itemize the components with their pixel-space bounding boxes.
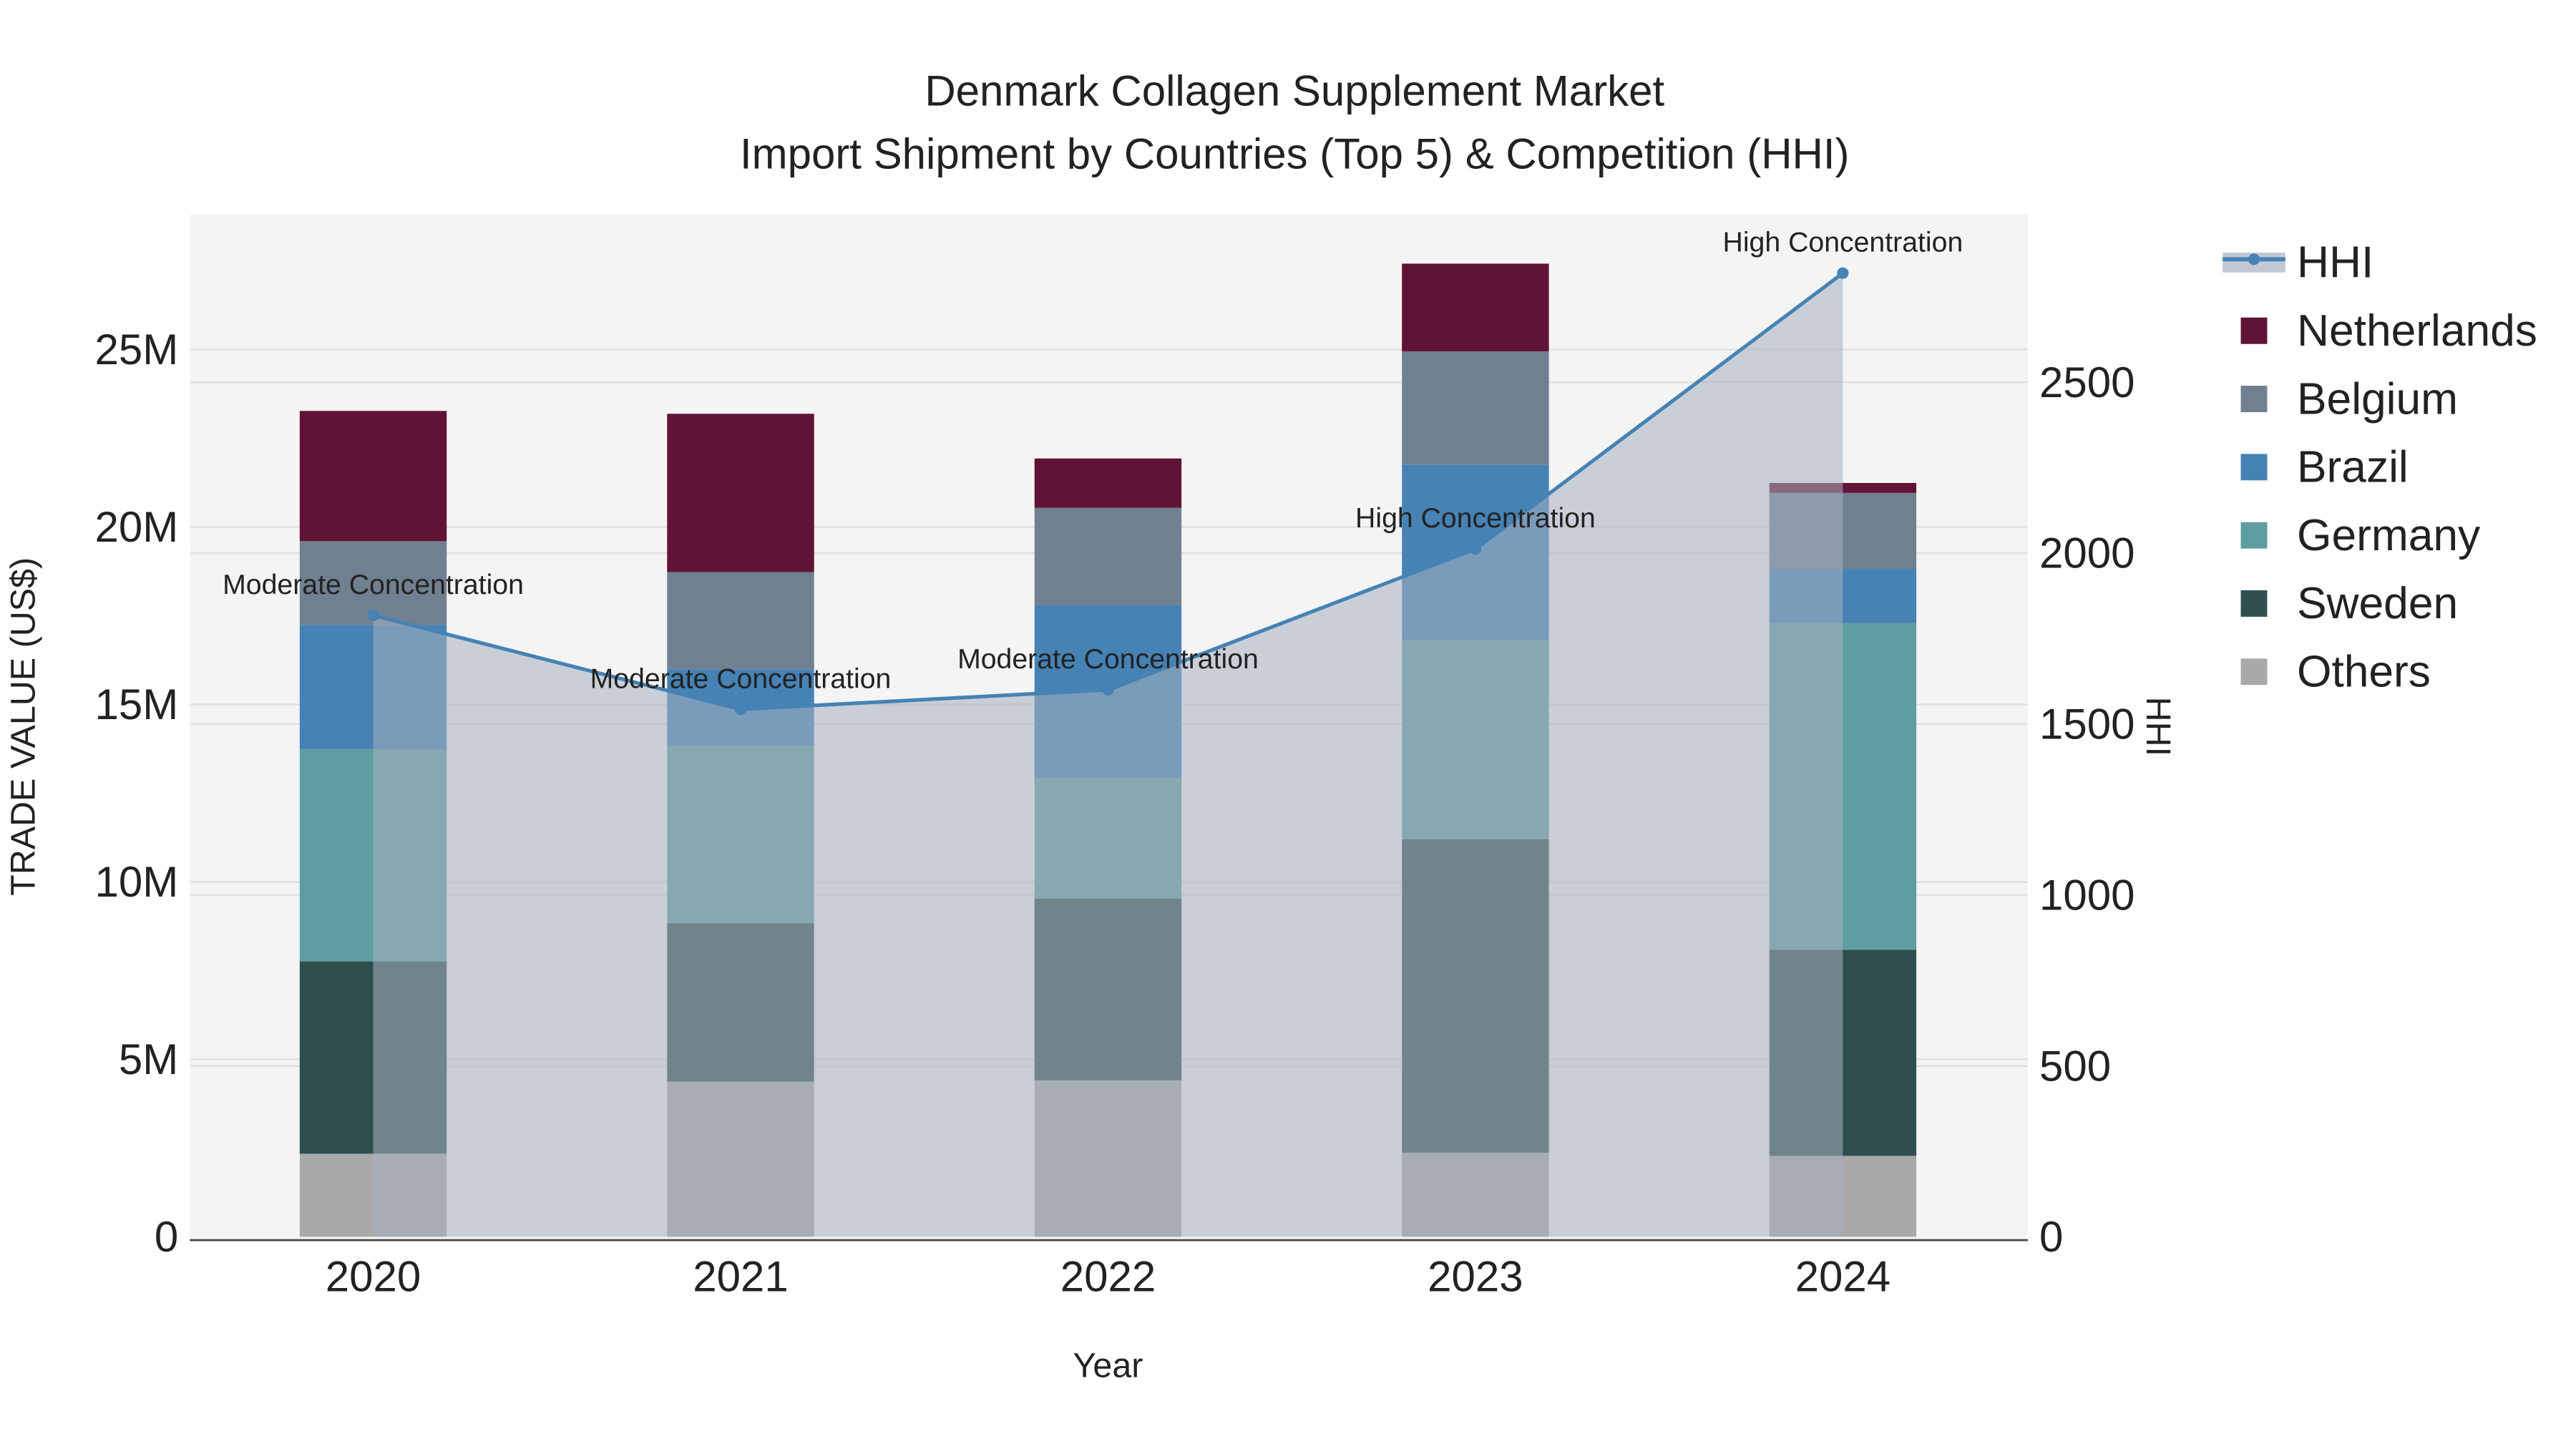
legend-label-hhi: HHI xyxy=(2297,238,2373,288)
bar-netherlands-2021 xyxy=(667,414,814,572)
y-tick-label: 5M xyxy=(119,1035,178,1083)
legend-label-belgium: Belgium xyxy=(2297,374,2458,424)
bar-netherlands-2020 xyxy=(299,411,447,542)
chart-subtitle: Import Shipment by Countries (Top 5) & C… xyxy=(740,130,1850,177)
chart-title: Denmark Collagen Supplement Market xyxy=(924,67,1664,115)
hhi-annotation: Moderate Concentration xyxy=(223,569,524,600)
x-tick-label: 2022 xyxy=(1060,1253,1156,1301)
bar-belgium-2022 xyxy=(1034,507,1182,605)
hhi-point-2022 xyxy=(1102,683,1114,696)
bar-netherlands-2022 xyxy=(1034,458,1182,508)
y-tick-label: 10M xyxy=(95,858,179,906)
legend-label-sweden: Sweden xyxy=(2297,579,2458,628)
legend: HHI Netherlands Belgium Brazil Germany Sweden… xyxy=(2223,238,2537,697)
hhi-series: Moderate Concentration Moderate Concentra… xyxy=(223,227,1963,1237)
x-axis-title: Year xyxy=(1073,1347,1143,1385)
hhi-annotation: High Concentration xyxy=(1355,502,1596,534)
y2-tick-label: 500 xyxy=(2039,1042,2111,1090)
legend-swatch-belgium xyxy=(2240,386,2268,412)
y-tick-label: 25M xyxy=(95,326,179,374)
legend-swatch-sweden xyxy=(2240,590,2268,617)
hhi-point-2021 xyxy=(734,703,747,716)
y-tick-label: 15M xyxy=(95,680,179,728)
y-axis-title: TRADE VALUE (US$) xyxy=(4,557,42,896)
hhi-point-2024 xyxy=(1837,267,1849,279)
bar-belgium-2021 xyxy=(667,572,814,670)
legend-marker-hhi xyxy=(2248,253,2260,265)
hhi-annotation: Moderate Concentration xyxy=(590,663,892,694)
axis-ticks: 0 5M 10M 15M 20M 25M 0 500 1000 1500 2000 2500 2020 2… xyxy=(95,326,2135,1300)
legend-swatch-germany xyxy=(2240,522,2268,549)
legend-label-germany: Germany xyxy=(2297,511,2481,560)
y2-tick-label: 2500 xyxy=(2039,358,2135,406)
y2-axis-title: HHI xyxy=(2139,697,2177,756)
x-tick-label: 2021 xyxy=(693,1253,788,1301)
legend-label-brazil: Brazil xyxy=(2297,443,2409,492)
x-tick-label: 2023 xyxy=(1428,1253,1523,1301)
x-tick-label: 2020 xyxy=(326,1253,421,1301)
y-tick-label: 20M xyxy=(95,503,179,551)
legend-swatch-brazil xyxy=(2240,454,2268,481)
legend-swatch-others xyxy=(2240,658,2268,686)
y2-tick-label: 2000 xyxy=(2039,530,2135,577)
hhi-point-2023 xyxy=(1469,543,1481,555)
legend-label-others: Others xyxy=(2297,648,2431,697)
y2-tick-label: 1000 xyxy=(2039,871,2135,919)
hhi-area xyxy=(373,273,1843,1237)
y-tick-label: 0 xyxy=(155,1213,178,1261)
y2-tick-label: 1500 xyxy=(2039,701,2135,748)
bar-netherlands-2023 xyxy=(1402,263,1549,351)
legend-swatch-netherlands xyxy=(2240,317,2268,344)
bar-belgium-2023 xyxy=(1402,351,1549,465)
legend-label-netherlands: Netherlands xyxy=(2297,306,2537,356)
hhi-annotation: Moderate Concentration xyxy=(957,643,1259,675)
x-tick-label: 2024 xyxy=(1795,1253,1890,1301)
hhi-annotation: High Concentration xyxy=(1723,227,1963,258)
hhi-point-2020 xyxy=(367,609,379,621)
y2-tick-label: 0 xyxy=(2039,1213,2063,1261)
